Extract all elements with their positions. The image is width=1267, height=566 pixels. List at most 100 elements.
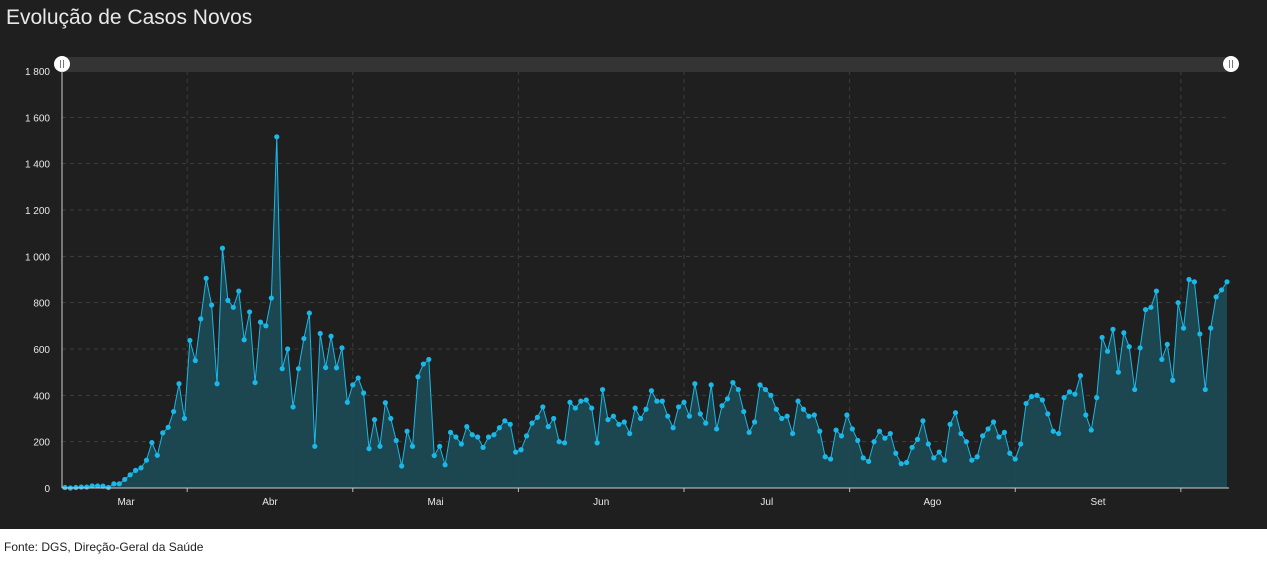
- data-point: [952, 410, 959, 416]
- x-tick-label: Set: [1091, 497, 1106, 508]
- data-point: [469, 432, 475, 438]
- data-point: [404, 428, 410, 434]
- data-point: [545, 424, 551, 430]
- data-point: [931, 455, 937, 461]
- data-point: [860, 455, 866, 461]
- data-points: [62, 134, 1230, 491]
- data-point: [1088, 427, 1094, 433]
- data-point: [969, 457, 975, 463]
- data-point: [849, 426, 855, 432]
- data-point: [154, 452, 160, 458]
- data-point: [681, 399, 687, 405]
- data-point: [257, 319, 264, 325]
- data-point: [111, 481, 117, 487]
- data-point: [866, 458, 872, 464]
- data-point: [1191, 279, 1198, 285]
- data-point: [741, 408, 747, 415]
- data-point: [963, 439, 969, 445]
- x-tick-label: Jul: [760, 497, 773, 508]
- data-point: [475, 434, 481, 440]
- range-slider-track[interactable]: [62, 57, 1231, 72]
- data-point: [431, 452, 437, 459]
- data-point: [333, 365, 340, 371]
- data-point: [855, 437, 861, 444]
- data-point: [703, 420, 709, 426]
- data-point: [898, 461, 904, 467]
- data-point: [887, 430, 893, 437]
- data-point: [518, 447, 524, 453]
- data-point: [1170, 377, 1176, 383]
- data-point: [616, 421, 622, 427]
- data-point: [143, 457, 150, 463]
- data-point: [1104, 348, 1111, 354]
- data-point: [366, 446, 372, 452]
- data-point: [936, 449, 942, 455]
- data-point: [697, 411, 703, 417]
- handle-knob[interactable]: [1223, 56, 1239, 72]
- data-point: [1132, 386, 1138, 393]
- data-point: [1115, 369, 1122, 375]
- data-point: [583, 397, 589, 403]
- cases-chart: 0 200 400 600 800 1 000 1 200 1 400 1 600 1 800 Ma…: [25, 56, 1239, 508]
- data-point: [1202, 386, 1208, 393]
- data-point: [225, 297, 231, 303]
- data-point: [301, 335, 307, 342]
- data-point: [513, 449, 519, 455]
- data-point: [241, 337, 247, 343]
- data-point: [610, 413, 617, 419]
- y-tick-label: 1 200: [25, 206, 50, 217]
- data-point: [176, 381, 182, 387]
- data-point: [78, 484, 84, 490]
- handle-knob[interactable]: [54, 56, 70, 72]
- range-slider[interactable]: [54, 56, 1239, 72]
- range-slider-end-handle[interactable]: [1223, 56, 1239, 72]
- cases-area: [65, 136, 1227, 489]
- data-point: [800, 406, 807, 412]
- range-slider-start-handle[interactable]: [54, 56, 70, 72]
- data-point: [355, 375, 361, 381]
- data-point: [1213, 294, 1219, 300]
- data-point: [192, 357, 198, 364]
- data-point: [1110, 326, 1116, 332]
- data-point: [665, 413, 671, 419]
- data-point: [708, 382, 714, 388]
- data-point: [909, 444, 915, 451]
- data-point: [100, 483, 106, 489]
- data-point: [464, 424, 470, 430]
- data-point: [523, 433, 530, 439]
- data-point: [274, 134, 280, 140]
- data-point: [295, 366, 302, 372]
- data-point: [882, 435, 888, 441]
- data-point: [1056, 430, 1062, 437]
- data-point: [567, 399, 573, 405]
- data-point: [453, 434, 459, 440]
- data-point: [1224, 279, 1230, 285]
- data-point: [795, 398, 801, 404]
- data-point: [409, 443, 416, 449]
- data-point: [713, 426, 720, 432]
- data-point: [371, 417, 378, 423]
- y-tick-label: 600: [33, 345, 50, 356]
- data-point: [534, 414, 541, 420]
- data-point: [822, 454, 828, 460]
- data-point: [811, 412, 817, 418]
- data-point: [236, 288, 242, 294]
- data-point: [437, 443, 443, 449]
- data-point: [382, 400, 388, 406]
- data-point: [507, 421, 513, 427]
- data-point: [339, 345, 345, 351]
- data-point: [230, 304, 236, 310]
- data-point: [1023, 400, 1029, 407]
- data-point: [160, 430, 166, 436]
- data-point: [1007, 450, 1013, 456]
- data-point: [1175, 300, 1181, 306]
- data-point: [323, 364, 329, 371]
- data-point: [393, 437, 399, 444]
- data-point: [1039, 397, 1045, 403]
- data-point: [344, 399, 350, 405]
- data-point: [920, 418, 926, 424]
- data-point: [442, 462, 448, 468]
- data-point: [1137, 345, 1143, 351]
- y-tick-label: 0: [44, 484, 50, 495]
- data-point: [784, 413, 790, 419]
